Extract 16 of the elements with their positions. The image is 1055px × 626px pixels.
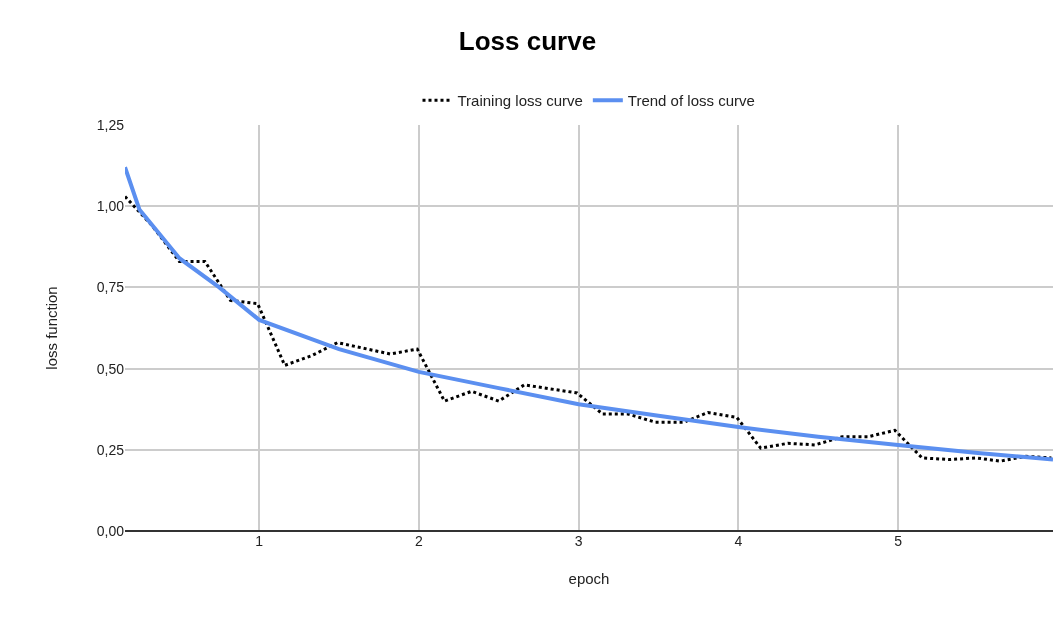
legend-label: Training loss curve [457, 91, 583, 109]
y-tick-label: 1,25 [96, 116, 125, 133]
legend-label: Trend of loss curve [627, 91, 755, 109]
x-tick-label: 2 [414, 533, 423, 549]
x-tick-label: 1 [255, 533, 264, 549]
y-axis-title: loss function [43, 286, 60, 370]
x-axis-title: epoch [568, 570, 610, 587]
y-tick-label: 1,00 [96, 198, 125, 215]
x-tick-label: 5 [894, 533, 903, 549]
y-tick-label: 0,00 [96, 522, 125, 539]
y-tick-label: 0,50 [96, 360, 125, 377]
chart-title: Loss curve [458, 25, 597, 56]
y-tick-label: 0,75 [96, 279, 125, 296]
x-tick-label: 3 [574, 533, 583, 549]
y-tick-label: 0,25 [96, 441, 125, 458]
x-tick-label: 4 [734, 533, 743, 549]
